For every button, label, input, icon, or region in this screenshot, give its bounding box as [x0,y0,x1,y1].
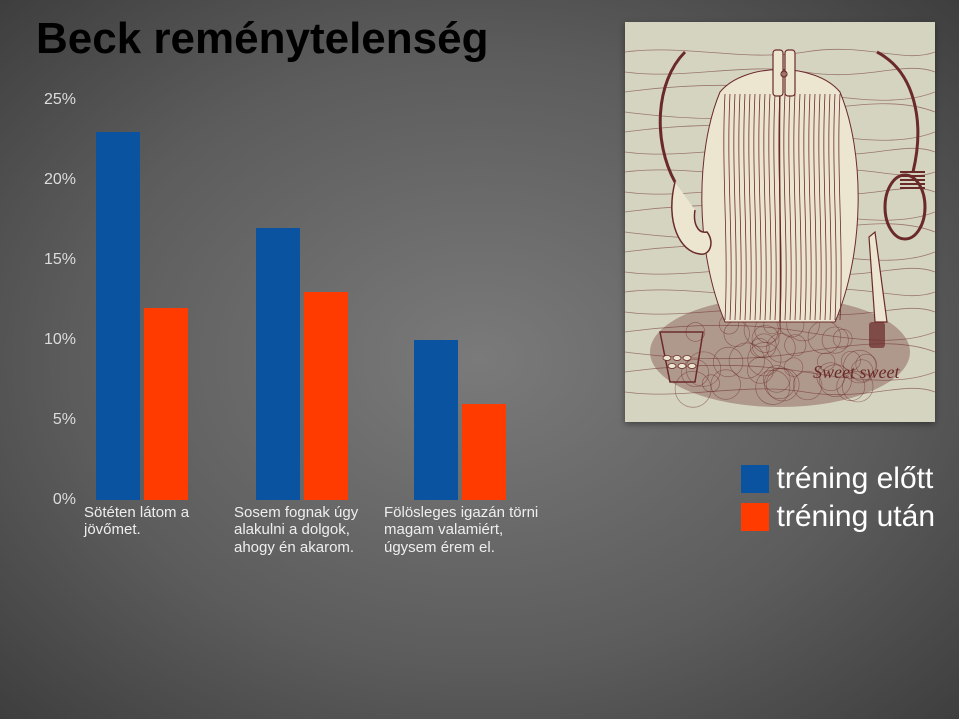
bar [96,132,140,500]
chart: 0%5%10%15%20%25% Sötéten látom a jövőmet… [36,100,556,580]
decorative-illustration: Sweet sweet [625,22,935,422]
y-tick-label: 15% [44,251,76,269]
x-tick-label: Fölösleges igazán törni magam valamiért,… [384,504,544,556]
y-tick-label: 25% [44,91,76,109]
bar [256,228,300,500]
x-tick-label: Sötéten látom a jövőmet. [84,504,204,539]
chart-plot-area [84,100,544,500]
bar [462,404,506,500]
legend-swatch [741,503,769,531]
bar [304,292,348,500]
legend-swatch [741,465,769,493]
slide: Beck reménytelenség 0% 5% 10% 15% 20% 25% Söt… [0,0,959,719]
legend-label: tréning előtt [777,462,934,496]
legend-label: tréning után [777,500,935,534]
bar [144,308,188,500]
y-axis: 0%5%10%15%20%25% [36,100,80,500]
y-tick-label: 0% [53,491,76,509]
x-tick-label: Sosem fognak úgy alakulni a dolgok, ahog… [234,504,384,556]
bar [414,340,458,500]
y-tick-label: 10% [44,331,76,349]
page-title: Beck reménytelenség [36,14,488,64]
legend: tréning előtt tréning után [741,462,935,538]
legend-item: tréning előtt [741,462,935,496]
svg-text:Sweet sweet: Sweet sweet [813,362,900,382]
legend-item: tréning után [741,500,935,534]
y-tick-label: 5% [53,411,76,429]
y-tick-label: 20% [44,171,76,189]
